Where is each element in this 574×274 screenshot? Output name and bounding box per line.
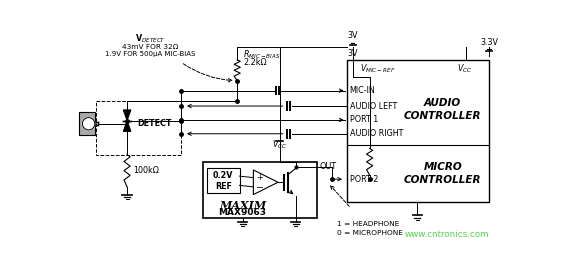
Text: $R_{MIC-BIAS}$: $R_{MIC-BIAS}$ xyxy=(243,48,281,61)
Text: 43mV FOR 32Ω: 43mV FOR 32Ω xyxy=(122,44,179,50)
Polygon shape xyxy=(253,170,278,195)
Text: $V_{CC}$: $V_{CC}$ xyxy=(457,63,472,75)
Text: −: − xyxy=(255,182,263,191)
Text: www.cntronics.com: www.cntronics.com xyxy=(404,230,489,239)
Text: MICRO
CONTROLLER: MICRO CONTROLLER xyxy=(404,162,482,185)
Text: DETECT: DETECT xyxy=(137,119,171,128)
Text: OUT: OUT xyxy=(320,162,337,171)
Text: PORT 1: PORT 1 xyxy=(350,115,378,124)
Circle shape xyxy=(83,118,95,130)
Polygon shape xyxy=(123,121,131,132)
Bar xyxy=(347,60,489,202)
Text: 100kΩ: 100kΩ xyxy=(133,166,159,175)
Text: AUDIO RIGHT: AUDIO RIGHT xyxy=(350,129,403,138)
Text: AUDIO
CONTROLLER: AUDIO CONTROLLER xyxy=(404,98,482,121)
Text: AUDIO LEFT: AUDIO LEFT xyxy=(350,102,397,110)
Text: 2.2kΩ: 2.2kΩ xyxy=(243,58,267,67)
Text: 1 = HEADPHONE: 1 = HEADPHONE xyxy=(336,221,399,227)
Text: +: + xyxy=(256,173,263,182)
Bar xyxy=(79,112,95,135)
Bar xyxy=(96,101,181,155)
Bar xyxy=(203,162,316,218)
Polygon shape xyxy=(123,110,131,121)
Text: 3.3V: 3.3V xyxy=(480,38,498,47)
Text: 0.2V
REF: 0.2V REF xyxy=(213,171,234,191)
Text: $V_{MIC-REF}$: $V_{MIC-REF}$ xyxy=(359,63,395,75)
Text: 1.9V FOR 500μA MIC-BIAS: 1.9V FOR 500μA MIC-BIAS xyxy=(105,51,195,57)
Text: MAX9063: MAX9063 xyxy=(219,208,266,217)
Text: MIC-IN: MIC-IN xyxy=(350,86,375,95)
Bar xyxy=(207,169,239,193)
Text: $V_{CC}$: $V_{CC}$ xyxy=(272,138,287,151)
Text: V$_{DETECT}$: V$_{DETECT}$ xyxy=(135,33,165,45)
Text: 3V: 3V xyxy=(347,49,358,58)
Text: PORT 2: PORT 2 xyxy=(350,175,378,184)
Text: MAXIM: MAXIM xyxy=(219,200,266,211)
Text: 3V: 3V xyxy=(347,31,358,40)
Text: 0 = MICROPHONE: 0 = MICROPHONE xyxy=(336,230,402,236)
